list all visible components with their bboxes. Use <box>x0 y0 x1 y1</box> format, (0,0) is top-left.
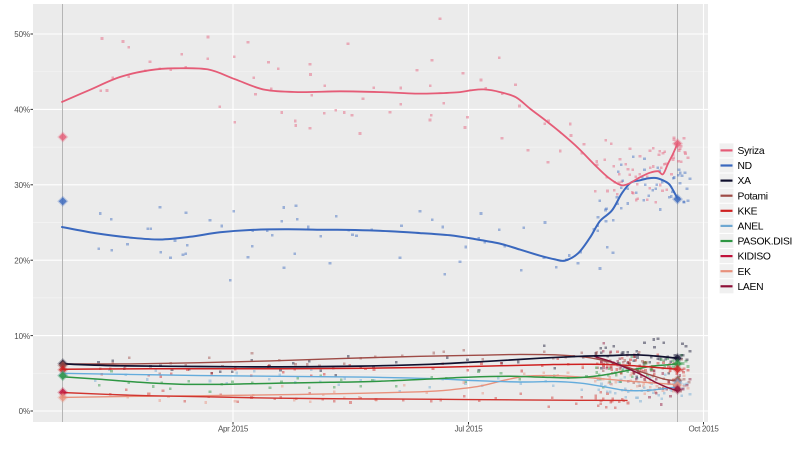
svg-text:50%: 50% <box>14 30 30 39</box>
svg-text:Potami: Potami <box>738 191 768 202</box>
svg-text:10%: 10% <box>14 332 30 341</box>
svg-text:30%: 30% <box>14 181 30 190</box>
svg-text:KKE: KKE <box>738 206 758 217</box>
svg-text:ANEL: ANEL <box>738 222 764 233</box>
svg-text:Apr 2015: Apr 2015 <box>218 424 249 433</box>
svg-text:LAEN: LAEN <box>738 282 764 293</box>
svg-text:Oct 2015: Oct 2015 <box>688 424 719 433</box>
svg-text:KIDISO: KIDISO <box>738 252 771 263</box>
svg-text:XA: XA <box>738 176 752 187</box>
svg-text:PASOK.DISI: PASOK.DISI <box>738 237 793 248</box>
svg-text:0%: 0% <box>19 407 30 416</box>
svg-text:40%: 40% <box>14 106 30 115</box>
svg-text:20%: 20% <box>14 256 30 265</box>
svg-text:ND: ND <box>738 161 752 172</box>
svg-text:Jul 2015: Jul 2015 <box>455 424 484 433</box>
svg-text:EK: EK <box>738 267 752 278</box>
svg-text:Syriza: Syriza <box>738 146 765 157</box>
